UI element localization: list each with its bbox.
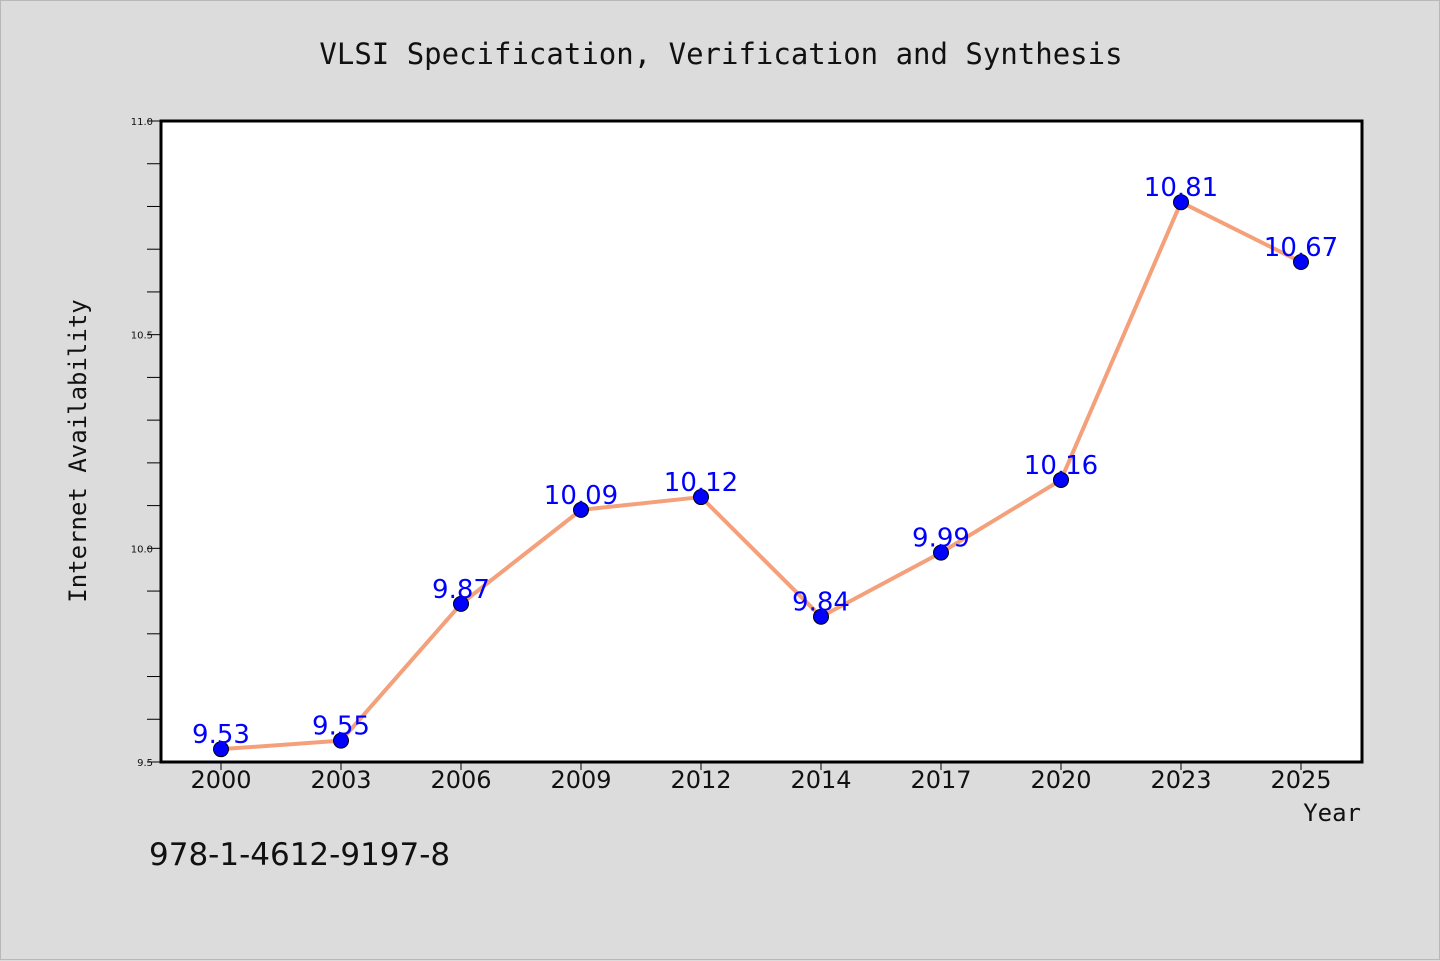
y-tick-label: 11.0 [131, 117, 153, 128]
y-axis-label: Internet Availability [64, 299, 92, 602]
x-axis-label: Year [1303, 799, 1361, 827]
y-tick-label: 9.5 [137, 758, 153, 769]
x-tick-label: 2017 [910, 766, 971, 794]
x-tick-label: 2025 [1270, 766, 1331, 794]
data-label: 10.81 [1144, 173, 1218, 203]
data-point [1173, 194, 1189, 211]
x-tick-label: 2000 [190, 766, 251, 794]
y-axis: 9.5 10.0 10.5 11.0 [131, 117, 161, 769]
data-point [693, 489, 709, 506]
data-label: 9.84 [792, 588, 850, 618]
y-tick-label: 10.5 [131, 331, 153, 342]
data-label: 9.87 [432, 575, 490, 605]
chart-title: VLSI Specification, Verification and Syn… [319, 37, 1122, 71]
data-point [453, 595, 469, 612]
x-tick-label: 2009 [550, 766, 611, 794]
x-axis: 2000 2003 2006 2009 2012 2014 2017 2020 2023 2025 [190, 762, 1332, 794]
x-tick-label: 2012 [670, 766, 731, 794]
data-point [813, 608, 829, 625]
data-label: 9.53 [192, 720, 250, 750]
data-label: 9.55 [312, 712, 370, 742]
data-label: 9.99 [912, 524, 970, 554]
plot-area [159, 119, 1364, 764]
data-point [933, 544, 949, 561]
data-point [1053, 471, 1069, 488]
isbn-text: 978-1-4612-9197-8 [149, 837, 450, 873]
data-label: 10.67 [1264, 233, 1338, 263]
data-point [573, 501, 589, 518]
data-label: 10.12 [664, 468, 738, 498]
x-tick-label: 2023 [1150, 766, 1211, 794]
data-labels-group: 9.53 9.55 9.87 10.09 10.12 9.84 9.99 10.16 10.81… [192, 173, 1338, 750]
x-tick-label: 2006 [430, 766, 491, 794]
x-tick-label: 2003 [310, 766, 371, 794]
x-tick-label: 2020 [1030, 766, 1091, 794]
data-point [1293, 254, 1309, 271]
markers-group [213, 194, 1309, 758]
series-line-group [220, 200, 1302, 752]
series-line [220, 200, 1302, 752]
data-point [333, 732, 349, 749]
data-label: 10.16 [1024, 451, 1098, 481]
y-tick-label: 10.0 [131, 544, 153, 555]
data-point [213, 741, 229, 758]
x-tick-label: 2014 [790, 766, 851, 794]
data-label: 10.09 [544, 481, 618, 511]
